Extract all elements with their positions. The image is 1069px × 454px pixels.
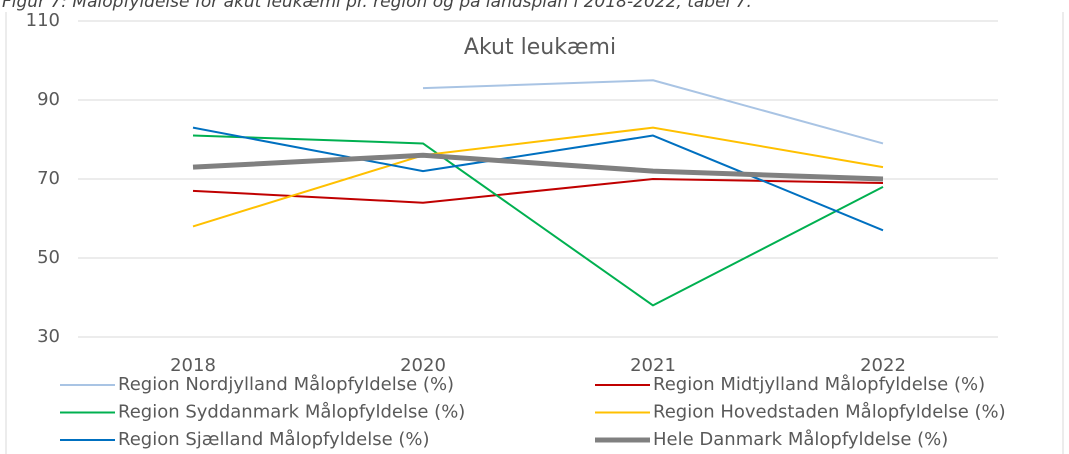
legend-label: Hele Danmark Målopfyldelse (%) — [653, 429, 948, 450]
series-line — [192, 126, 884, 228]
legend-label: Region Sjælland Målopfyldelse (%) — [118, 429, 430, 450]
legend-label: Region Midtjylland Målopfyldelse (%) — [653, 374, 985, 395]
legend-label: Region Syddanmark Målopfyldelse (%) — [118, 402, 465, 423]
y-tick-label: 90 — [37, 89, 60, 110]
series-line — [192, 134, 884, 307]
y-tick-label: 30 — [37, 326, 60, 347]
legend-label: Region Nordjylland Målopfyldelse (%) — [118, 374, 454, 395]
series-line — [192, 152, 884, 182]
series-line — [192, 178, 884, 204]
x-tick-label: 2022 — [860, 355, 906, 376]
y-tick-label: 110 — [26, 10, 60, 31]
chart-title: Akut leukæmi — [464, 35, 616, 60]
legend-label: Region Hovedstaden Målopfyldelse (%) — [653, 402, 1006, 423]
y-tick-label: 50 — [37, 247, 60, 268]
series-line — [422, 79, 884, 145]
caption: Figur 7: Målopfyldelse for akut leukæmi … — [2, 0, 752, 12]
x-tick-label: 2021 — [630, 355, 676, 376]
y-tick-label: 70 — [37, 168, 60, 189]
x-tick-label: 2018 — [170, 355, 216, 376]
x-tick-label: 2020 — [400, 355, 446, 376]
series-line — [192, 126, 884, 232]
